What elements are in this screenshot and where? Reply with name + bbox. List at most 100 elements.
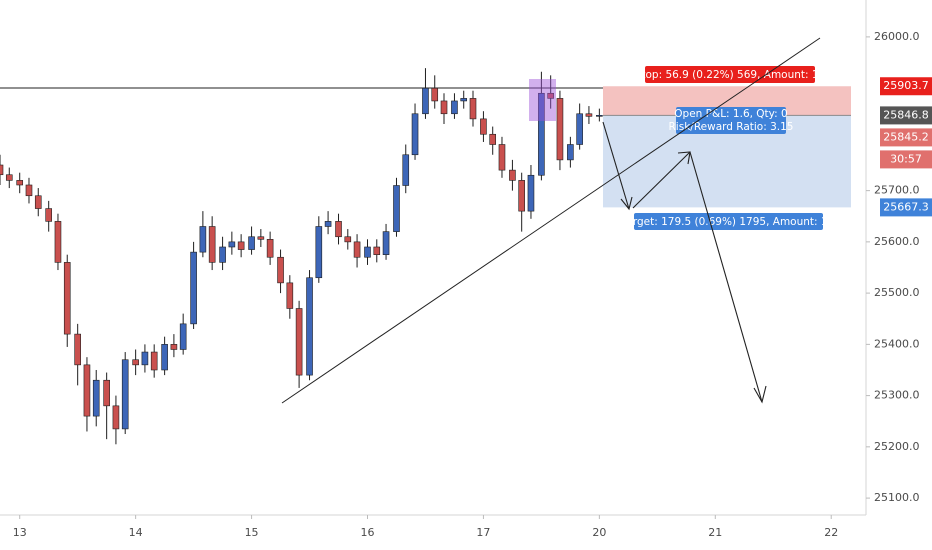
candle-body — [431, 87, 439, 102]
stop-label: Stop: 56.9 (0.22%) 569, Amount: 10 — [635, 69, 826, 81]
arrow — [602, 121, 630, 210]
y-tick-label: 26000.0 — [874, 30, 920, 43]
candle-body — [480, 118, 487, 135]
candle-body — [277, 256, 284, 284]
y-tick-label: 25300.0 — [874, 389, 920, 402]
candle-body — [498, 144, 506, 171]
candle-body — [585, 113, 593, 117]
candle-body — [0, 164, 4, 176]
candle-body — [295, 308, 303, 376]
candle-body — [103, 379, 110, 407]
candle-body — [489, 133, 497, 145]
target-label-box — [634, 213, 823, 230]
last-price-label-box — [880, 128, 932, 147]
stop-price-label: 25903.7 — [883, 79, 929, 92]
candle-body — [315, 226, 323, 279]
candle-body — [179, 323, 187, 350]
y-tick-label: 25600.0 — [874, 235, 920, 248]
x-tick-label: 13 — [13, 526, 27, 539]
candle-body — [248, 236, 255, 250]
candle-body — [344, 236, 352, 243]
candle-body — [121, 359, 129, 430]
arrow-head — [753, 385, 767, 404]
candle-body — [45, 208, 52, 222]
pnl-label: Open P&L: 1.6, Qty: 0 — [674, 108, 787, 120]
rr-label: Risk/Reward Ratio: 3.15 — [669, 121, 794, 133]
y-tick-label: 25400.0 — [874, 337, 920, 350]
candle-body — [440, 100, 448, 115]
candle-body — [538, 92, 545, 176]
y-tick-label: 25700.0 — [874, 184, 920, 197]
trend-line — [281, 37, 821, 404]
candle-body — [596, 114, 603, 117]
candle-body — [567, 144, 574, 161]
stop-price-label-box — [880, 77, 932, 96]
y-tick-label: 25500.0 — [874, 286, 920, 299]
candle-body — [170, 344, 178, 350]
candle-body — [83, 364, 91, 417]
candle-body — [54, 221, 62, 263]
candle-body — [393, 185, 400, 232]
candle-body — [373, 246, 381, 255]
countdown: 30:57 — [890, 152, 922, 165]
candle-body — [422, 87, 429, 115]
candle-body — [63, 262, 71, 335]
candle-body — [161, 344, 168, 371]
candle-body — [5, 174, 13, 181]
y-tick-label: 25100.0 — [874, 491, 920, 504]
candle-body — [199, 226, 207, 253]
x-tick-label: 17 — [476, 526, 490, 539]
candle-body — [306, 277, 313, 376]
candle-body — [16, 180, 24, 186]
candle-body — [364, 246, 371, 258]
candle-body — [460, 98, 468, 102]
arrow — [632, 151, 691, 209]
candle-body — [228, 241, 236, 248]
candle-body — [324, 221, 332, 227]
candle-body — [411, 113, 419, 156]
entry-price-label: 25846.8 — [883, 108, 929, 121]
plot-area: Stop: 56.9 (0.22%) 569, Amount: 10 Open P… — [0, 66, 851, 445]
x-tick-label: 14 — [129, 526, 143, 539]
candle-body — [266, 239, 274, 258]
candle-body — [335, 221, 342, 238]
candle-body — [257, 236, 265, 240]
candle-body — [150, 351, 158, 371]
target-price-label-box — [880, 198, 932, 217]
candle-body — [286, 282, 294, 309]
countdown-box — [880, 150, 932, 169]
candle-body — [576, 113, 583, 145]
candle-body — [219, 246, 226, 263]
arrow — [689, 151, 763, 403]
x-tick-label: 16 — [360, 526, 374, 539]
entry-price-label-box — [880, 106, 932, 125]
candle-body — [353, 241, 361, 258]
candle-body — [208, 226, 216, 263]
candle-body — [402, 154, 410, 186]
pnl-label-box — [676, 107, 786, 134]
x-tick-label: 20 — [592, 526, 606, 539]
target-label: Target: 179.5 (0.69%) 1795, Amount: 10 — [621, 216, 835, 228]
candle-body — [74, 333, 81, 366]
candle-body — [92, 379, 100, 417]
candle-body — [382, 231, 390, 255]
candle-body — [527, 174, 535, 212]
forecast-arrows — [602, 121, 767, 404]
candle-body — [141, 351, 149, 366]
candle-body — [34, 195, 42, 209]
candle-body — [518, 180, 525, 212]
candle-body — [509, 169, 516, 181]
x-tick-label: 15 — [245, 526, 259, 539]
x-tick-label: 22 — [824, 526, 838, 539]
highlight-box — [529, 79, 556, 121]
candle-body — [190, 251, 197, 325]
arrow-head — [620, 196, 633, 211]
chart-title: BTC — [439, 8, 441, 10]
candle-body — [451, 100, 458, 115]
candle-body — [556, 98, 564, 161]
candle-body — [25, 184, 33, 197]
candle-body — [547, 92, 554, 99]
target-price-label: 25667.3 — [883, 200, 929, 213]
